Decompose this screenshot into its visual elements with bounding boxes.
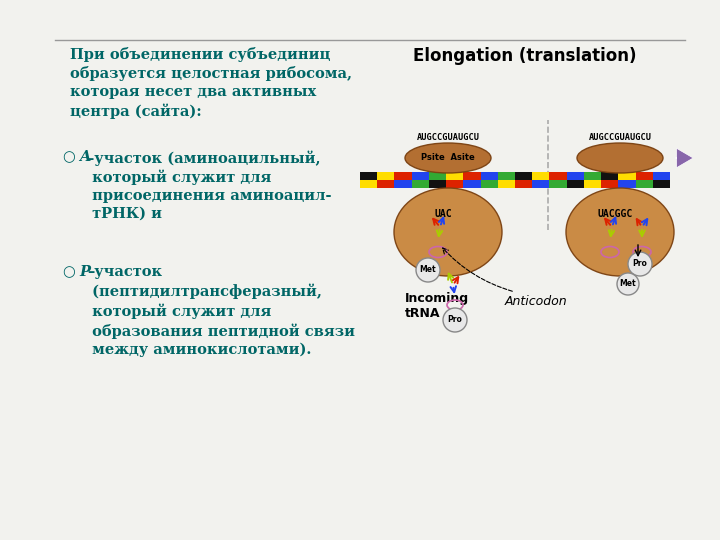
Text: AUGCCGUAUGCU: AUGCCGUAUGCU — [416, 133, 480, 142]
Bar — [377, 172, 395, 180]
Text: ○: ○ — [62, 150, 75, 164]
Bar — [446, 180, 464, 188]
Bar — [464, 172, 480, 180]
Bar — [395, 180, 412, 188]
Bar — [515, 180, 532, 188]
Bar — [429, 180, 446, 188]
Ellipse shape — [577, 143, 663, 173]
Bar — [532, 180, 549, 188]
Ellipse shape — [566, 188, 674, 276]
Bar — [618, 180, 636, 188]
Text: –участок
 (пептидилтрансферазный,
 который служит для
 образования пептидной свя: –участок (пептидилтрансферазный, который… — [87, 265, 355, 357]
Bar — [549, 172, 567, 180]
Circle shape — [628, 252, 652, 276]
Text: P: P — [79, 265, 90, 279]
Text: –участок (аминоацильный,
 который служит для
 присоединения аминоацил-
 тРНК) и: –участок (аминоацильный, который служит … — [87, 150, 331, 221]
Bar — [549, 180, 567, 188]
Text: Psite  Asite: Psite Asite — [421, 153, 475, 163]
Bar — [498, 172, 515, 180]
Bar — [584, 180, 601, 188]
Text: Elongation (translation): Elongation (translation) — [413, 47, 636, 65]
Bar — [480, 180, 498, 188]
Bar — [532, 172, 549, 180]
Ellipse shape — [394, 188, 502, 276]
FancyArrowPatch shape — [675, 148, 693, 168]
Bar — [360, 172, 377, 180]
Bar — [567, 180, 584, 188]
Bar — [429, 172, 446, 180]
Text: Met: Met — [420, 266, 436, 274]
Bar — [515, 172, 532, 180]
Text: Met: Met — [620, 280, 636, 288]
Bar — [412, 172, 429, 180]
Bar — [567, 172, 584, 180]
Bar — [601, 172, 618, 180]
Bar — [446, 172, 464, 180]
Circle shape — [443, 308, 467, 332]
Text: При объединении субъединиц
образуется целостная рибосома,
которая несет два акти: При объединении субъединиц образуется це… — [70, 47, 352, 119]
Bar — [464, 180, 480, 188]
Text: Anticodon: Anticodon — [505, 295, 567, 308]
Bar — [636, 172, 653, 180]
Bar — [584, 172, 601, 180]
Text: Pro: Pro — [633, 260, 647, 268]
Bar — [498, 180, 515, 188]
Bar — [618, 172, 636, 180]
Bar — [653, 172, 670, 180]
Text: UAC: UAC — [434, 209, 452, 219]
Bar — [395, 172, 412, 180]
Bar — [360, 172, 670, 188]
Ellipse shape — [405, 143, 491, 173]
Bar — [636, 180, 653, 188]
Text: Incoming
tRNA: Incoming tRNA — [405, 292, 469, 320]
Circle shape — [416, 258, 440, 282]
Text: A: A — [79, 150, 91, 164]
Bar — [653, 180, 670, 188]
Text: AUGCCGUAUGCU: AUGCCGUAUGCU — [588, 133, 652, 142]
Circle shape — [617, 273, 639, 295]
Bar — [412, 180, 429, 188]
Bar — [480, 172, 498, 180]
Text: UACGGC: UACGGC — [598, 209, 633, 219]
Text: Pro: Pro — [448, 315, 462, 325]
Text: ○: ○ — [62, 265, 75, 279]
Bar — [377, 180, 395, 188]
Bar — [360, 180, 377, 188]
Bar — [601, 180, 618, 188]
